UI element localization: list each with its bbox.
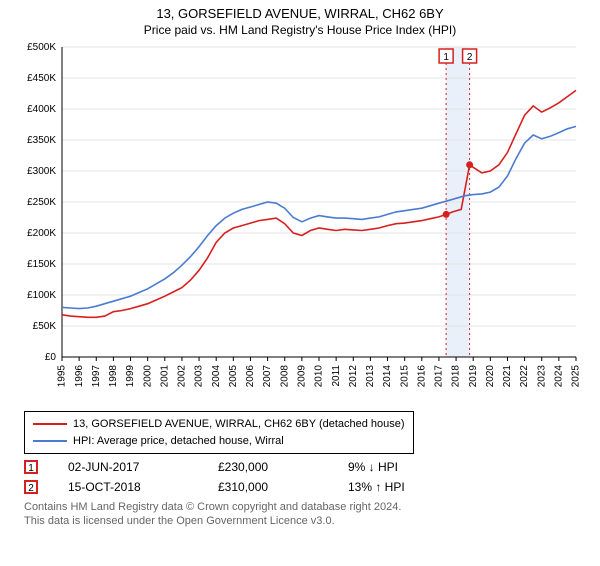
- svg-text:2006: 2006: [245, 365, 256, 388]
- credit-line-1: Contains HM Land Registry data © Crown c…: [24, 501, 401, 513]
- svg-text:£300K: £300K: [27, 166, 56, 177]
- svg-text:£50K: £50K: [33, 321, 57, 332]
- svg-text:2004: 2004: [211, 365, 222, 388]
- svg-text:2024: 2024: [554, 365, 565, 388]
- credit-text: Contains HM Land Registry data © Crown c…: [24, 500, 576, 529]
- svg-text:2018: 2018: [451, 365, 462, 388]
- svg-text:£400K: £400K: [27, 104, 56, 115]
- chart-subtitle: Price paid vs. HM Land Registry's House …: [0, 23, 600, 37]
- legend-item: HPI: Average price, detached house, Wirr…: [33, 433, 405, 450]
- svg-text:2008: 2008: [279, 365, 290, 388]
- svg-text:1: 1: [443, 52, 449, 63]
- svg-text:2014: 2014: [382, 365, 393, 388]
- svg-text:£250K: £250K: [27, 197, 56, 208]
- legend-item: 13, GORSEFIELD AVENUE, WIRRAL, CH62 6BY …: [33, 416, 405, 433]
- sale-date: 15-OCT-2018: [68, 480, 218, 494]
- sale-badge: 1: [24, 460, 38, 474]
- svg-text:2019: 2019: [468, 365, 479, 388]
- chart-title: 13, GORSEFIELD AVENUE, WIRRAL, CH62 6BY: [0, 6, 600, 21]
- sale-date: 02-JUN-2017: [68, 460, 218, 474]
- svg-text:2007: 2007: [262, 365, 273, 388]
- sale-row: 2 15-OCT-2018£310,00013% ↑ HPI: [24, 480, 576, 494]
- chart-area: £0 £50K £100K £150K £200K £250K £300K £350K £400…: [20, 43, 580, 403]
- svg-text:2003: 2003: [194, 365, 205, 388]
- svg-text:1998: 1998: [108, 365, 119, 388]
- svg-text:£0: £0: [45, 352, 57, 363]
- svg-text:2012: 2012: [348, 365, 359, 388]
- svg-text:£500K: £500K: [27, 43, 56, 53]
- svg-text:2001: 2001: [159, 365, 170, 388]
- svg-text:2021: 2021: [502, 365, 513, 388]
- svg-text:£100K: £100K: [27, 290, 56, 301]
- sale-price: £230,000: [218, 460, 348, 474]
- sales-table: 1 02-JUN-2017£230,0009% ↓ HPI 2 15-OCT-2018…: [24, 460, 576, 494]
- svg-text:1997: 1997: [91, 365, 102, 388]
- svg-text:£200K: £200K: [27, 228, 56, 239]
- svg-text:£450K: £450K: [27, 73, 56, 84]
- svg-text:2005: 2005: [228, 365, 239, 388]
- svg-text:2023: 2023: [536, 365, 547, 388]
- svg-text:£150K: £150K: [27, 259, 56, 270]
- svg-text:1995: 1995: [57, 365, 68, 388]
- svg-text:2022: 2022: [519, 365, 530, 388]
- svg-text:2025: 2025: [571, 365, 580, 388]
- svg-text:2000: 2000: [142, 365, 153, 388]
- sale-badge: 2: [24, 480, 38, 494]
- sale-hpi: 13% ↑ HPI: [348, 480, 405, 494]
- svg-text:2015: 2015: [399, 365, 410, 388]
- svg-text:1996: 1996: [74, 365, 85, 388]
- svg-text:£350K: £350K: [27, 135, 56, 146]
- credit-line-2: This data is licensed under the Open Gov…: [24, 515, 335, 527]
- svg-text:2: 2: [467, 52, 473, 63]
- svg-text:2009: 2009: [297, 365, 308, 388]
- svg-text:2011: 2011: [331, 365, 342, 387]
- svg-text:2020: 2020: [485, 365, 496, 388]
- sale-hpi: 9% ↓ HPI: [348, 460, 398, 474]
- legend-box: 13, GORSEFIELD AVENUE, WIRRAL, CH62 6BY …: [24, 411, 414, 454]
- legend-swatch: [33, 440, 67, 442]
- svg-text:1999: 1999: [125, 365, 136, 388]
- legend-label: HPI: Average price, detached house, Wirr…: [73, 435, 284, 447]
- legend-label: 13, GORSEFIELD AVENUE, WIRRAL, CH62 6BY …: [73, 418, 405, 430]
- svg-text:2010: 2010: [314, 365, 325, 388]
- line-chart-svg: £0 £50K £100K £150K £200K £250K £300K £350K £400…: [20, 43, 580, 403]
- sale-price: £310,000: [218, 480, 348, 494]
- svg-text:2002: 2002: [177, 365, 188, 388]
- sale-row: 1 02-JUN-2017£230,0009% ↓ HPI: [24, 460, 576, 474]
- svg-text:2013: 2013: [365, 365, 376, 388]
- svg-text:2017: 2017: [434, 365, 445, 388]
- svg-text:2016: 2016: [416, 365, 427, 388]
- legend-swatch: [33, 423, 67, 425]
